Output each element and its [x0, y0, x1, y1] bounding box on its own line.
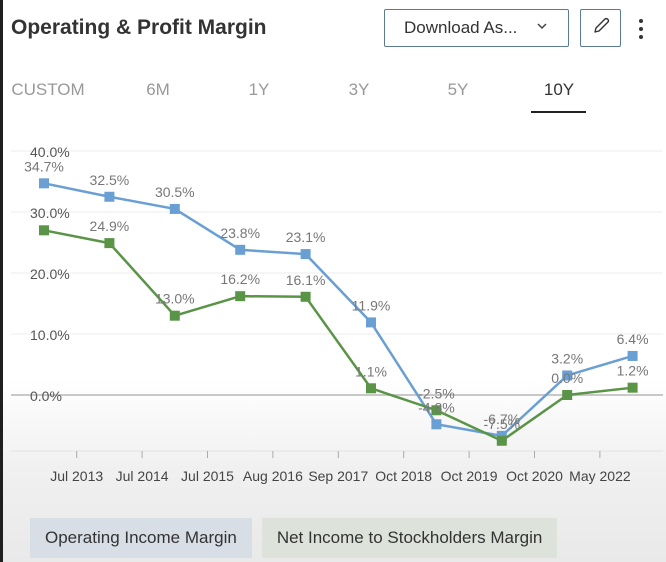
x-tick-label: Sep 2017: [308, 468, 368, 484]
tab-10y[interactable]: 10Y: [543, 80, 575, 99]
data-label: 23.8%: [220, 225, 260, 241]
data-label: 32.5%: [90, 172, 130, 188]
data-label: 0.0%: [551, 370, 583, 386]
data-point: [366, 383, 376, 394]
data-label: 6.4%: [617, 331, 649, 347]
more-vertical-icon: [639, 19, 643, 23]
download-as-button[interactable]: Download As...: [384, 9, 569, 47]
tab-5y[interactable]: 5Y: [447, 80, 469, 99]
data-point: [39, 225, 49, 236]
data-point: [627, 350, 638, 361]
chevron-down-icon: [536, 19, 548, 35]
x-tick-label: Jul 2014: [116, 468, 169, 484]
data-point: [562, 370, 573, 381]
line-chart: Jul 2013 Jul 2014 Jul 2015 Aug 2016 Sep 2017…: [11, 144, 663, 484]
data-point: [496, 435, 507, 446]
data-point: [104, 238, 115, 249]
data-point: [431, 405, 442, 416]
data-label: -2.5%: [418, 385, 455, 401]
chart-card: Operating & Profit Margin Download As...…: [3, 0, 666, 562]
data-label: 16.2%: [220, 271, 260, 287]
edit-button[interactable]: [580, 9, 621, 47]
x-tick-label: Jul 2013: [50, 468, 103, 484]
series-line-net: [43, 229, 633, 442]
data-label: 30.5%: [155, 184, 195, 200]
y-tick-label: 40.0%: [30, 144, 70, 160]
data-point: [169, 310, 180, 321]
range-tabs: CUSTOM 6M 1Y 3Y 5Y 10Y: [3, 78, 666, 114]
data-label: -7.5%: [484, 416, 521, 432]
tab-custom[interactable]: CUSTOM: [11, 80, 85, 99]
data-point: [627, 382, 638, 393]
more-options-button[interactable]: [631, 14, 651, 44]
y-tick-label: 0.0%: [30, 388, 62, 404]
tab-6m[interactable]: 6M: [146, 80, 170, 99]
download-as-label: Download As...: [404, 18, 518, 37]
chart-legend: Operating Income Margin Net Income to St…: [30, 518, 558, 558]
data-label: 1.1%: [355, 363, 387, 379]
data-label: 24.9%: [90, 218, 130, 234]
data-label: 16.1%: [286, 272, 326, 288]
x-tick-label: Oct 2019: [441, 468, 498, 484]
legend-operating-income-margin[interactable]: Operating Income Margin: [30, 518, 252, 558]
data-label: 13.0%: [155, 291, 195, 307]
y-tick-label: 10.0%: [30, 327, 70, 343]
legend-net-income-margin[interactable]: Net Income to Stockholders Margin: [261, 518, 558, 558]
tab-1y[interactable]: 1Y: [248, 80, 270, 99]
x-tick-label: Jul 2015: [181, 468, 234, 484]
series-line-operating: [43, 182, 633, 438]
data-label: -4.8%: [418, 399, 455, 415]
data-point: [300, 291, 311, 302]
data-point: [431, 419, 442, 430]
chart-title: Operating & Profit Margin: [11, 16, 267, 39]
x-tick-label: Aug 2016: [243, 468, 303, 484]
data-point: [39, 178, 49, 189]
data-point: [104, 191, 115, 202]
data-label: 1.2%: [617, 363, 649, 379]
data-point: [169, 203, 180, 214]
x-tick-label: Oct 2020: [506, 468, 563, 484]
data-label: 34.7%: [24, 158, 64, 174]
data-point: [366, 317, 376, 328]
data-point: [300, 249, 311, 260]
data-label: 3.2%: [551, 350, 583, 366]
data-point: [562, 390, 573, 400]
pencil-icon: [591, 16, 611, 41]
data-label: 11.9%: [352, 297, 391, 313]
active-tab-indicator: [531, 111, 586, 113]
data-point: [235, 244, 246, 255]
x-tick-label: Oct 2018: [375, 468, 432, 484]
y-tick-label: 20.0%: [30, 266, 70, 282]
tab-3y[interactable]: 3Y: [348, 80, 370, 99]
y-tick-label: 30.0%: [30, 205, 70, 221]
data-label: -6.7%: [484, 411, 521, 427]
data-label: 23.1%: [286, 229, 326, 245]
x-tick-label: May 2022: [569, 468, 631, 484]
data-point: [235, 291, 246, 302]
